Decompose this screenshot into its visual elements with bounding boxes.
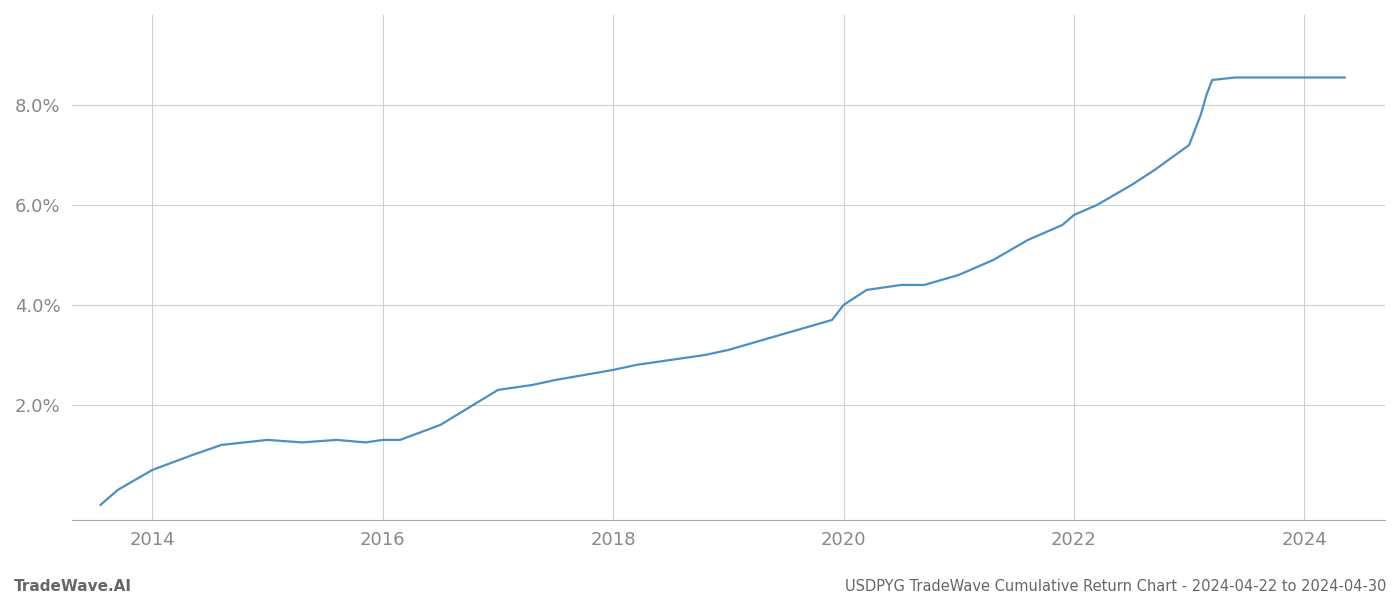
Text: TradeWave.AI: TradeWave.AI xyxy=(14,579,132,594)
Text: USDPYG TradeWave Cumulative Return Chart - 2024-04-22 to 2024-04-30: USDPYG TradeWave Cumulative Return Chart… xyxy=(844,579,1386,594)
